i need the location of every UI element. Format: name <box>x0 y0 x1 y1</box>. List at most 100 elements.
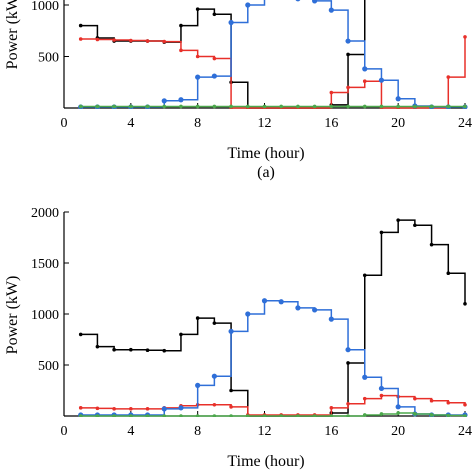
data-point <box>312 307 318 313</box>
data-point <box>129 347 133 352</box>
data-point <box>161 98 167 104</box>
data-point <box>95 406 100 411</box>
data-point <box>362 66 368 72</box>
data-point <box>162 414 167 417</box>
data-point <box>378 385 385 392</box>
data-point <box>396 104 400 109</box>
data-point <box>179 332 183 337</box>
data-point <box>212 56 217 61</box>
x-tick-label: 12 <box>258 424 272 439</box>
data-point <box>129 38 133 43</box>
data-point <box>228 328 234 334</box>
x-tick-label: 20 <box>391 424 405 439</box>
y-tick-label: 500 <box>38 359 59 374</box>
data-point <box>129 407 133 411</box>
data-point <box>145 348 150 353</box>
data-point <box>178 405 184 411</box>
data-point <box>129 104 133 109</box>
data-point <box>245 104 250 109</box>
data-point <box>162 39 167 44</box>
series-line-0 <box>80 219 466 417</box>
data-point <box>195 316 200 320</box>
data-point <box>378 77 385 83</box>
data-point <box>195 7 200 11</box>
data-point <box>429 398 434 403</box>
data-point <box>446 104 451 109</box>
data-point <box>112 414 116 417</box>
data-point <box>379 393 384 398</box>
x-tick-label: 4 <box>127 424 134 439</box>
x-axis-label-a: Time (hour) <box>227 145 304 162</box>
x-tick-label: 16 <box>324 116 338 131</box>
data-point <box>328 7 334 13</box>
data-point <box>379 230 384 235</box>
data-point <box>346 85 350 90</box>
data-point <box>95 414 100 417</box>
data-point <box>413 412 417 416</box>
data-point <box>212 414 217 417</box>
data-point <box>446 413 451 417</box>
y-axis-label-a: Power (kW) <box>4 0 21 69</box>
data-point <box>129 414 133 417</box>
data-point <box>463 302 467 306</box>
data-point <box>145 104 150 109</box>
x-tick-label: 24 <box>458 116 472 131</box>
data-point <box>212 402 217 407</box>
x-tick-label: 0 <box>61 424 68 439</box>
data-point <box>245 2 251 8</box>
data-point <box>112 104 116 109</box>
data-point <box>362 413 367 417</box>
series-group <box>78 218 468 417</box>
data-point <box>362 374 368 380</box>
series-line-2 <box>80 0 465 108</box>
data-point <box>112 38 116 42</box>
data-point <box>161 406 167 412</box>
data-point <box>446 75 451 79</box>
data-point <box>345 347 351 353</box>
y-tick-label: 1000 <box>31 0 59 14</box>
data-point <box>212 321 217 325</box>
data-point <box>179 48 183 53</box>
chart-panel-b: 0 4 8 12 16 20 24 500 1000 1500 2000 <box>31 206 472 439</box>
data-point <box>362 104 367 109</box>
data-point <box>145 39 150 43</box>
data-point <box>295 305 301 311</box>
data-point <box>229 388 233 393</box>
series-group <box>78 0 468 109</box>
data-point <box>245 414 250 417</box>
data-point <box>229 405 233 409</box>
x-tick-label: 24 <box>458 424 472 439</box>
x-tick-label: 8 <box>194 424 201 439</box>
data-point <box>179 23 183 28</box>
data-point <box>279 104 284 109</box>
data-point <box>178 97 184 103</box>
data-point <box>78 414 83 417</box>
data-point <box>413 223 417 228</box>
data-point <box>379 412 384 416</box>
data-point <box>228 19 234 26</box>
data-point <box>95 344 100 349</box>
data-point <box>162 348 167 353</box>
data-point <box>362 79 367 84</box>
data-point <box>195 54 200 59</box>
data-point <box>212 104 217 109</box>
data-point <box>329 414 334 417</box>
data-point <box>195 74 201 80</box>
panel-caption-a: (a) <box>257 164 275 181</box>
data-point <box>328 316 334 322</box>
data-point <box>78 37 83 41</box>
x-tick-label: 20 <box>391 116 405 131</box>
data-point <box>195 104 200 109</box>
data-point <box>179 104 183 109</box>
data-point <box>179 414 183 417</box>
data-point <box>463 104 467 109</box>
data-point <box>261 298 268 304</box>
data-point <box>329 104 334 109</box>
y-tick-label: 500 <box>38 51 59 66</box>
data-point <box>296 414 300 417</box>
chart-panel-a: 0 4 8 12 16 20 24 500 1000 <box>31 0 472 131</box>
series-line-2 <box>80 299 465 416</box>
data-point <box>395 404 401 410</box>
x-tick-label: 16 <box>324 424 338 439</box>
